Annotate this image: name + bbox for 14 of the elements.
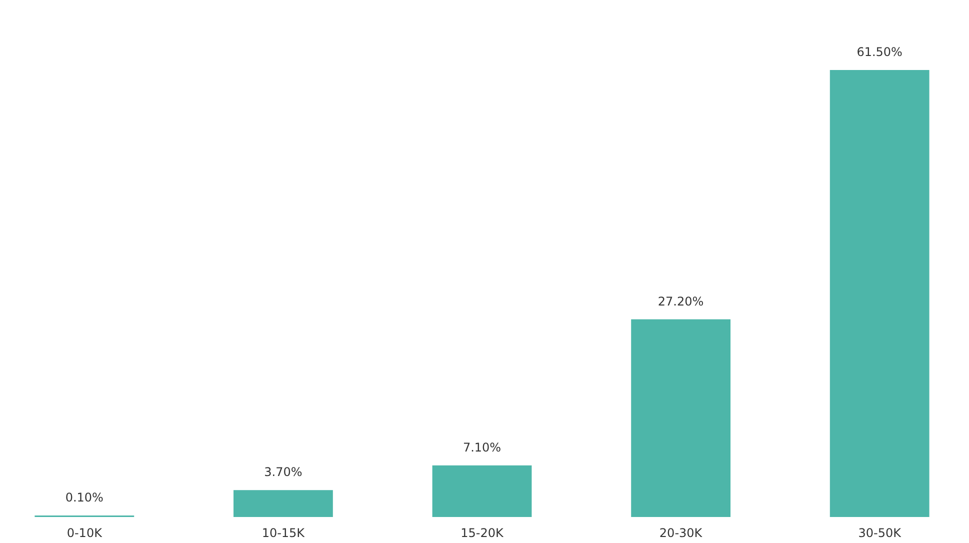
x-tick-label: 10-15K xyxy=(262,526,306,540)
data-label: 3.70% xyxy=(264,465,302,480)
bar xyxy=(234,490,333,517)
bar xyxy=(432,465,532,517)
data-label: 61.50% xyxy=(856,45,902,59)
data-label: 0.10% xyxy=(65,490,104,504)
x-tick-label: 15-20K xyxy=(460,526,504,540)
bar xyxy=(631,319,730,517)
data-label: 27.20% xyxy=(658,294,704,308)
data-label: 7.10% xyxy=(462,440,502,454)
x-tick-label: 30-50K xyxy=(858,526,902,540)
bar xyxy=(830,70,930,517)
x-tick-label: 20-30K xyxy=(659,526,704,540)
x-tick-label: 0-10K xyxy=(66,526,104,540)
